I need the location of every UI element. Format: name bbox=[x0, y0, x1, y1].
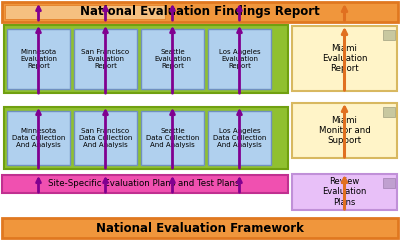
FancyBboxPatch shape bbox=[383, 107, 395, 117]
FancyBboxPatch shape bbox=[383, 30, 395, 40]
Text: Los Angeles
Data Collection
And Analysis: Los Angeles Data Collection And Analysis bbox=[213, 128, 266, 148]
Text: Site-Specific Evaluation Plans and Test Plans: Site-Specific Evaluation Plans and Test … bbox=[48, 180, 240, 188]
Text: Seattle
Evaluation
Report: Seattle Evaluation Report bbox=[154, 49, 191, 69]
Text: Review
Evaluation
Plans: Review Evaluation Plans bbox=[322, 177, 367, 207]
FancyBboxPatch shape bbox=[208, 29, 271, 89]
FancyBboxPatch shape bbox=[141, 29, 204, 89]
FancyBboxPatch shape bbox=[2, 175, 288, 193]
Text: Miami
Evaluation
Report: Miami Evaluation Report bbox=[322, 44, 367, 73]
FancyBboxPatch shape bbox=[5, 5, 165, 19]
Text: Seattle
Data Collection
And Analysis: Seattle Data Collection And Analysis bbox=[146, 128, 199, 148]
Text: San Francisco
Data Collection
And Analysis: San Francisco Data Collection And Analys… bbox=[79, 128, 132, 148]
FancyBboxPatch shape bbox=[74, 111, 137, 165]
Text: Minnesota
Evaluation
Report: Minnesota Evaluation Report bbox=[20, 49, 57, 69]
FancyBboxPatch shape bbox=[208, 111, 271, 165]
FancyBboxPatch shape bbox=[383, 178, 395, 188]
FancyBboxPatch shape bbox=[4, 25, 288, 93]
Text: National Evaluation Framework: National Evaluation Framework bbox=[96, 222, 304, 234]
FancyBboxPatch shape bbox=[292, 174, 397, 210]
Text: San Francisco
Evaluation
Report: San Francisco Evaluation Report bbox=[82, 49, 130, 69]
Text: Los Angeles
Evaluation
Report: Los Angeles Evaluation Report bbox=[219, 49, 260, 69]
FancyBboxPatch shape bbox=[7, 111, 70, 165]
Text: Miami
Monitor and
Support: Miami Monitor and Support bbox=[319, 116, 370, 145]
FancyBboxPatch shape bbox=[292, 103, 397, 158]
FancyBboxPatch shape bbox=[7, 29, 70, 89]
FancyBboxPatch shape bbox=[4, 107, 288, 169]
Text: Minnesota
Data Collection
And Analysis: Minnesota Data Collection And Analysis bbox=[12, 128, 65, 148]
FancyBboxPatch shape bbox=[141, 111, 204, 165]
FancyBboxPatch shape bbox=[2, 2, 398, 22]
FancyBboxPatch shape bbox=[2, 218, 398, 238]
Text: National Evaluation Findings Report: National Evaluation Findings Report bbox=[80, 6, 320, 18]
FancyBboxPatch shape bbox=[292, 26, 397, 91]
FancyBboxPatch shape bbox=[74, 29, 137, 89]
